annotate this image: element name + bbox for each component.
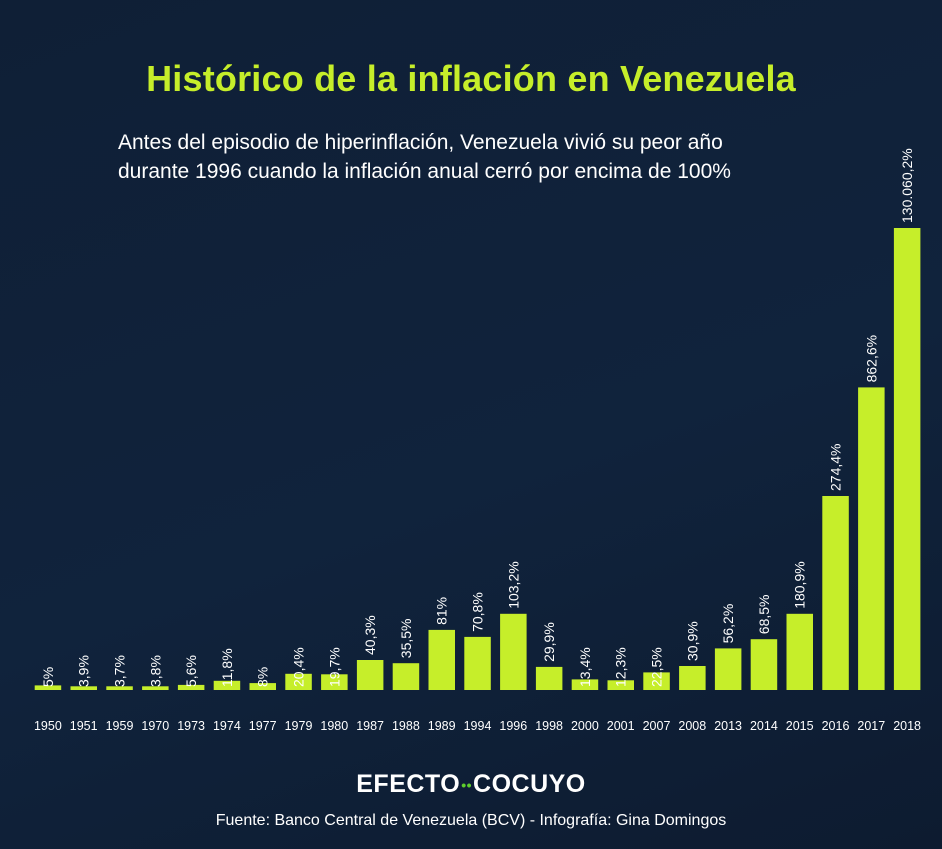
value-label-1974: 11,8% [219,648,235,687]
value-label-2016: 274,4% [828,444,844,491]
logo-text-cocuyo: COCUYO [473,770,586,798]
x-tick-2018: 2018 [893,719,921,733]
x-tick-2016: 2016 [822,719,850,733]
bar-1996 [500,613,527,690]
value-label-2015: 180,9% [792,561,808,608]
bars-group [34,228,921,690]
x-tick-1987: 1987 [356,719,384,733]
value-label-2013: 56,2% [720,604,736,644]
bar-2017 [858,387,885,690]
bar-1977 [249,683,276,690]
chart-title: Histórico de la inflación en Venezuela [146,58,796,99]
subtitle-line-2: durante 1996 cuando la inflación anual c… [118,160,731,183]
bar-2000 [571,679,599,690]
x-tick-2000: 2000 [571,719,599,733]
x-tick-1950: 1950 [34,719,62,733]
logo-text-efecto: EFECTO [356,770,461,798]
bar-1959 [106,686,133,690]
x-tick-2007: 2007 [643,719,671,733]
x-tick-1974: 1974 [213,719,241,733]
value-label-2014: 68,5% [756,594,772,634]
bar-1973 [177,684,205,690]
value-label-1988: 35,5% [398,618,414,658]
subtitle-line-1: Antes del episodio de hiperinflación, Ve… [118,131,723,154]
x-tick-1970: 1970 [141,719,169,733]
x-tick-2017: 2017 [857,719,885,733]
x-tick-1979: 1979 [285,719,313,733]
x-tick-1994: 1994 [464,719,492,733]
value-label-1998: 29,9% [541,622,557,662]
value-label-2017: 862,6% [863,335,879,382]
logo-dots-icon: •• [461,777,473,794]
value-label-1979: 20,4% [291,647,307,687]
bar-2008 [679,666,706,690]
bar-1979 [285,673,312,690]
value-label-1994: 70,8% [470,592,486,632]
bar-1987 [356,660,384,690]
bar-2007 [643,672,670,690]
value-label-2000: 13,4% [577,647,593,687]
bar-1950 [34,685,62,690]
value-label-1977: 8% [255,667,271,687]
bar-2018 [893,228,921,690]
bar-1980 [321,674,348,690]
x-tick-1980: 1980 [320,719,348,733]
bar-1989 [428,629,455,690]
value-label-1987: 40,3% [362,615,378,655]
chart-subtitle: Antes del episodio de hiperinflación, Ve… [118,128,898,186]
value-label-2018: 130.060,2% [899,148,915,223]
x-tick-2001: 2001 [607,719,635,733]
x-tick-1988: 1988 [392,719,420,733]
value-label-1996: 103,2% [505,561,521,608]
efecto-cocuyo-logo: EFECTO••COCUYO [0,770,942,799]
value-label-1959: 3,7% [112,655,128,687]
value-label-1970: 3,8% [147,655,163,687]
x-tick-labels-group: 1950 1951 1959 1970 1973 1974 1977 1979 1980 1987… [34,719,921,733]
bar-1994 [464,636,491,690]
value-label-1989: 81% [434,597,450,625]
value-label-1950: 5% [40,667,56,687]
bar-2015 [786,613,813,690]
x-tick-2014: 2014 [750,719,778,733]
value-labels-group: 5% 3,9% 3,7% 3,8% 5,6% 11,8% 8% 20,4% 19,7% 40,3%… [40,148,915,687]
bar-2016 [822,496,849,690]
value-label-1980: 19,7% [326,647,342,687]
x-tick-2015: 2015 [786,719,814,733]
value-label-1951: 3,9% [76,655,92,687]
x-tick-1977: 1977 [249,719,277,733]
bar-2001 [607,680,634,690]
x-tick-1973: 1973 [177,719,205,733]
x-tick-1951: 1951 [70,719,98,733]
bar-1951 [70,686,97,690]
bar-1974 [213,680,241,690]
x-tick-1996: 1996 [499,719,527,733]
bar-1998 [535,666,563,690]
value-label-2007: 22,5% [649,647,665,687]
value-label-2008: 30,9% [684,621,700,661]
bar-1988 [392,663,420,690]
source-credit: Fuente: Banco Central de Venezuela (BCV)… [215,812,727,829]
x-tick-1989: 1989 [428,719,456,733]
x-tick-1998: 1998 [535,719,563,733]
x-tick-2013: 2013 [714,719,742,733]
x-tick-2008: 2008 [678,719,706,733]
value-label-1973: 5,6% [183,655,199,687]
bar-2014 [750,639,778,690]
x-tick-1959: 1959 [106,719,134,733]
bar-1970 [142,686,169,690]
value-label-2001: 12,3% [613,647,629,687]
bar-2013 [714,648,742,690]
